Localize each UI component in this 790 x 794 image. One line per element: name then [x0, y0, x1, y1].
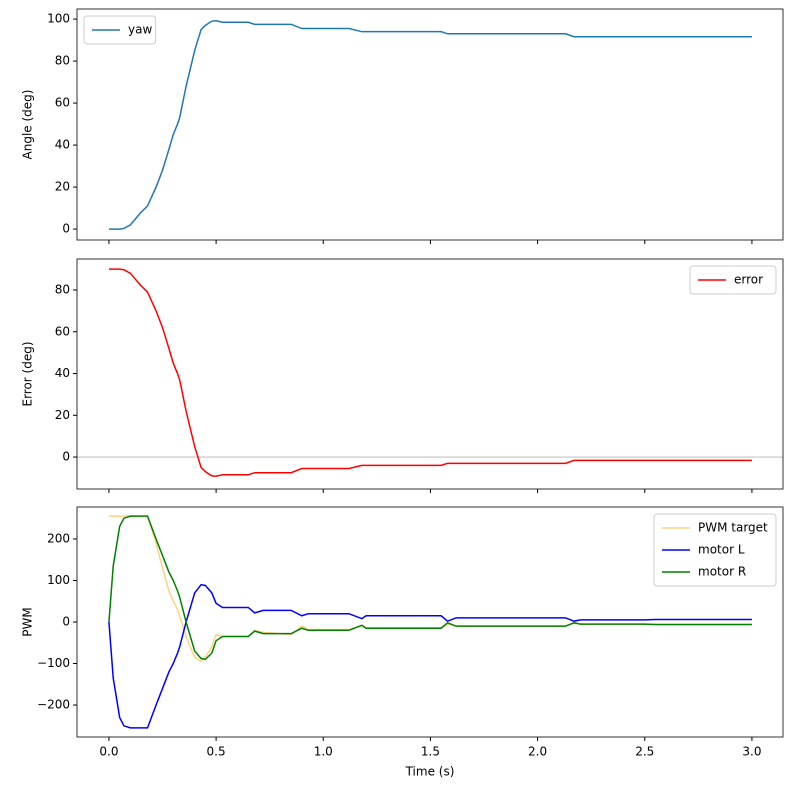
y-axis-label: Angle (deg) — [21, 90, 35, 160]
legend-label: error — [734, 273, 763, 287]
legend-label: PWM target — [698, 521, 768, 535]
y-tick-label: 60 — [55, 96, 70, 110]
legend-box — [653, 513, 777, 587]
y-tick-label: 60 — [55, 324, 70, 338]
y-tick-label: 40 — [55, 138, 70, 152]
x-tick-label: 1.5 — [421, 745, 440, 759]
y-tick-label: 100 — [47, 12, 70, 26]
y-tick-label: −200 — [37, 698, 70, 712]
data-line — [108, 583, 752, 729]
x-tick-label: 0.0 — [99, 745, 118, 759]
y-axis-label: Error (deg) — [21, 341, 35, 406]
x-tick-label: 0.5 — [207, 745, 226, 759]
legend-label: motor L — [698, 543, 745, 557]
y-tick-label: 80 — [55, 54, 70, 68]
x-tick-label: 2.5 — [635, 745, 654, 759]
y-tick-label: 20 — [55, 408, 70, 422]
y-tick-label: 80 — [55, 283, 70, 297]
axes-frame — [76, 506, 784, 738]
y-tick-label: 20 — [55, 180, 70, 194]
x-axis-label: Time (s) — [405, 765, 455, 779]
axes-frame — [76, 258, 784, 490]
legend-box — [689, 265, 777, 295]
y-tick-label: 40 — [55, 366, 70, 380]
x-tick-label: 3.0 — [742, 745, 761, 759]
axes-frame — [76, 8, 784, 241]
legend-label: yaw — [128, 23, 152, 37]
y-tick-label: 0 — [62, 222, 70, 236]
x-tick-label: 1.0 — [314, 745, 333, 759]
y-tick-label: 100 — [47, 573, 70, 587]
x-tick-label: 2.0 — [528, 745, 547, 759]
y-tick-label: 0 — [62, 450, 70, 464]
data-line — [108, 515, 752, 661]
y-axis-label: PWM — [21, 607, 35, 636]
y-tick-label: 200 — [47, 531, 70, 545]
y-tick-label: −100 — [37, 656, 70, 670]
y-tick-label: 0 — [62, 615, 70, 629]
legend-label: motor R — [698, 565, 746, 579]
data-line — [108, 20, 752, 230]
data-line — [108, 268, 752, 478]
